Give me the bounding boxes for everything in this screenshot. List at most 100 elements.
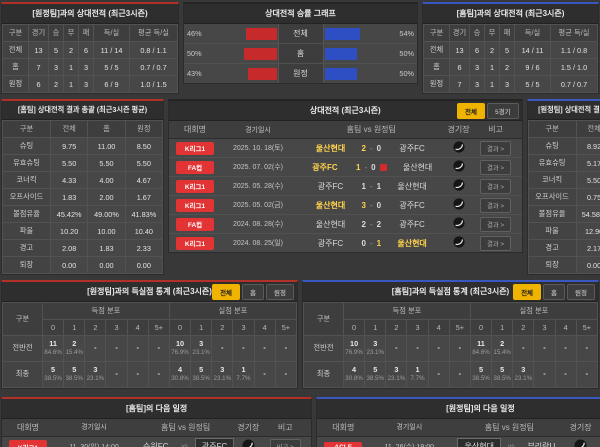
cell: 3 23.1% (512, 360, 535, 388)
record-vs-away-panel: [원정팀]과의 상대전적 (최근3시즌) 구분 경기 승 무 패 득/실 평균 득/실 전체… (1, 2, 179, 94)
result-button[interactable]: 결과 > (480, 197, 512, 213)
result-button[interactable]: 결과 > (480, 178, 512, 194)
panel-title: [원정팀]과의 득실점 통계 (최근3시즌) 전체 홈 원정 (2, 282, 297, 302)
league-badge: K리그1 (176, 198, 214, 212)
row-label: 파울 (2, 222, 51, 240)
cell: 0.00 (49, 256, 89, 274)
col-header: 구분 (527, 120, 577, 138)
tab-home[interactable]: 홈 (543, 284, 566, 300)
panel-title: [원정팀]의 다음 일정 (317, 398, 600, 419)
right-percent: 50% (399, 69, 414, 78)
result-button[interactable]: 결과 > (480, 216, 512, 232)
row-next-schedule: [홈팀]의 다음 일정 대회명 경기일시 홈팀 vs 원정팀 경기장 비고 K리… (1, 396, 600, 447)
col-header: 구분 (303, 302, 344, 336)
col-header: 구분 (423, 24, 450, 42)
cell: - (512, 335, 535, 362)
cell: 3 23.1% (190, 335, 213, 362)
summary-home-panel: [홈팀] 상대전적 결과 총괄 (최근3시즌 평균) 구분 전체 홈 원정 슈팅 9.7… (1, 99, 164, 275)
away-team: 광주FC (194, 438, 235, 447)
row-label: 전체 (423, 41, 450, 59)
match-row: K리그1 2024. 08. 25(일) 광주FC 0 - 1 울산현대 결과 … (169, 234, 522, 252)
cell: 1 (63, 75, 79, 93)
extra-time-badge (379, 163, 387, 171)
cell: - (406, 335, 429, 362)
stadium-icon[interactable] (453, 160, 465, 174)
score-separator: - (369, 219, 373, 229)
cell: - (274, 335, 298, 362)
match-row: K리그1 2025. 10. 18(토) 울산현대 2 - 0 광주FC 결과 … (169, 139, 522, 158)
cell: 2.33 (124, 239, 164, 257)
table-row: 파울 10.20 10.00 10.40 (2, 222, 164, 240)
result-button[interactable]: 결과 > (480, 140, 512, 156)
result-button[interactable]: 결과 > (480, 159, 512, 175)
cell: 6 / 9 (93, 75, 130, 93)
cell: 4.67 (124, 171, 164, 189)
cell: 0.7 / 0.7 (550, 75, 598, 93)
cell: 5.50 (124, 154, 164, 172)
bin-header: 0 (168, 319, 192, 336)
tab-home[interactable]: 홈 (242, 284, 265, 300)
home-team: 광주FC (317, 238, 344, 248)
cell: - (126, 335, 149, 362)
result-button[interactable]: 결과 > (480, 235, 512, 251)
home-score: 3 (361, 200, 366, 210)
cell: 8.92 (575, 137, 600, 155)
chart-category: 홈 (277, 44, 324, 63)
away-score: 0 (376, 200, 382, 210)
cell: 5.50 (575, 171, 600, 189)
cell: 1.67 (124, 188, 164, 206)
compare-button[interactable]: 비교 > (269, 439, 301, 447)
table-row: 전반전 11 84.6% 2 15.4% - - - - 10 76.9% 3 23.1% -… (2, 335, 298, 362)
away-team: 광주FC (399, 200, 425, 210)
table-row: 경고2.171.672.67 (527, 239, 600, 257)
cell: 2 (499, 58, 515, 76)
away-team: 부리람U (527, 442, 556, 447)
bin-header: 2 (84, 319, 107, 336)
cell: - (274, 360, 298, 388)
away-score: 0 (371, 162, 376, 172)
tab-all[interactable]: 전체 (457, 103, 485, 119)
col-header: 경기 (449, 24, 470, 42)
row-label: 오프사이드 (2, 188, 51, 206)
cell: - (448, 335, 471, 362)
row-label: 파울 (527, 222, 577, 240)
cell: 2.00 (87, 188, 126, 206)
cell: 10.00 (87, 222, 126, 240)
schedule-home-panel: [홈팀]의 다음 일정 대회명 경기일시 홈팀 vs 원정팀 경기장 비고 K리… (1, 396, 313, 447)
stadium-icon[interactable] (453, 236, 465, 250)
tab-recent5[interactable]: 5경기 (487, 103, 519, 119)
table-row: 전체 13 5 2 6 11 / 14 0.8 / 1.1 (2, 41, 178, 59)
cell: 0.8 / 1.1 (129, 41, 178, 59)
tab-all[interactable]: 전체 (513, 284, 542, 300)
tab-all[interactable]: 전체 (212, 284, 241, 300)
right-percent: 54% (399, 29, 414, 38)
cell: 2.08 (49, 239, 89, 257)
chart-category: 전체 (277, 24, 324, 43)
cell: 13 (28, 41, 49, 59)
record-vs-home-table: 구분 경기 승 무 패 득/실 평균 득/실 전체 13 6 2 5 14 / 11 1.1 / 0.8… (423, 24, 598, 93)
record-vs-away-table: 구분 경기 승 무 패 득/실 평균 득/실 전체 13 5 2 6 11 / 14 0.8 / 1.1… (2, 24, 178, 93)
schedule-row: ACLE 11. 26(수) 19:00 울산현대 vs 부리람U 비교 > (317, 437, 600, 447)
bin-header: 3 (406, 319, 429, 336)
stadium-icon[interactable] (453, 141, 465, 155)
stadium-icon[interactable] (574, 439, 587, 447)
away-team: 광주FC (399, 219, 425, 229)
vs-label: vs (507, 443, 515, 447)
col-header: 대회명 (16, 422, 40, 432)
left-percent: 46% (187, 29, 202, 38)
panel-title: [홈팀] 상대전적 결과 총괄 (최근3시즌 평균) (2, 101, 163, 120)
blue-bar (324, 67, 358, 80)
stadium-icon[interactable] (453, 198, 465, 212)
tab-away[interactable]: 원정 (266, 284, 294, 300)
cell: 5 38.5% (491, 360, 514, 388)
stadium-icon[interactable] (453, 179, 465, 193)
table-row: 원정 6 2 1 3 6 / 9 1.0 / 1.5 (2, 75, 178, 93)
col-header: 전체 (49, 120, 89, 138)
bin-header: 2 (211, 319, 234, 336)
match-row: FA컵 2024. 08. 28(수) 울산현대 2 - 2 광주FC 결과 > (169, 215, 522, 234)
tab-away[interactable]: 원정 (567, 284, 595, 300)
stadium-icon[interactable] (453, 217, 465, 231)
stadium-icon[interactable] (242, 439, 255, 447)
